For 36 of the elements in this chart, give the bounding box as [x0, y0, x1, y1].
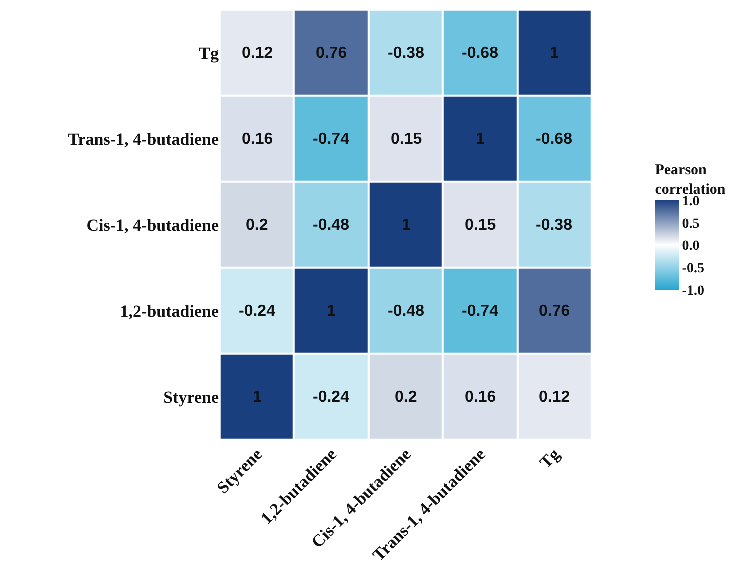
data-label: 0.16 [465, 389, 496, 406]
data-label: -0.38 [388, 45, 425, 62]
color-bar-label: -1.0 [682, 284, 704, 299]
data-label: 1 [327, 303, 336, 320]
data-label: -0.48 [313, 217, 350, 234]
data-label: 0.2 [395, 389, 418, 406]
data-label: 0.16 [242, 131, 274, 148]
data-label: 1 [550, 45, 559, 62]
data-label: -0.48 [388, 303, 425, 320]
data-label: -0.24 [239, 303, 276, 320]
data-label: -0.38 [536, 217, 573, 234]
data-label: 0.12 [539, 389, 570, 406]
x-tick-label: Tg [536, 444, 564, 472]
color-bar-label: 0.5 [682, 216, 700, 232]
data-label: 0.76 [316, 45, 348, 62]
data-label: 1 [476, 131, 485, 148]
color-bar-label: 0.0 [682, 239, 700, 254]
data-label: -0.24 [313, 389, 350, 406]
y-tick-label: Trans-1, 4-butadiene [68, 130, 220, 149]
data-label: 0.15 [391, 131, 422, 148]
y-tick-label: 1,2-butadiene [120, 302, 220, 321]
y-tick-label: Styrene [164, 388, 220, 407]
data-label: -0.74 [462, 303, 499, 320]
data-label: -0.68 [462, 45, 499, 62]
data-label: 0.76 [539, 303, 570, 320]
color-bar-label: 1.0 [682, 194, 700, 210]
data-label: 0.15 [465, 217, 496, 234]
color-bar-label: -0.5 [682, 262, 704, 277]
data-label: -0.68 [536, 131, 573, 148]
y-tick-label: Cis-1, 4-butadiene [86, 216, 220, 235]
data-label: 1 [402, 217, 411, 234]
y-tick-label: Tg [199, 44, 220, 63]
data-label: 1 [253, 389, 262, 406]
data-label: 0.2 [246, 217, 268, 234]
data-label: -0.74 [313, 131, 350, 148]
data-label: 0.12 [242, 45, 274, 62]
